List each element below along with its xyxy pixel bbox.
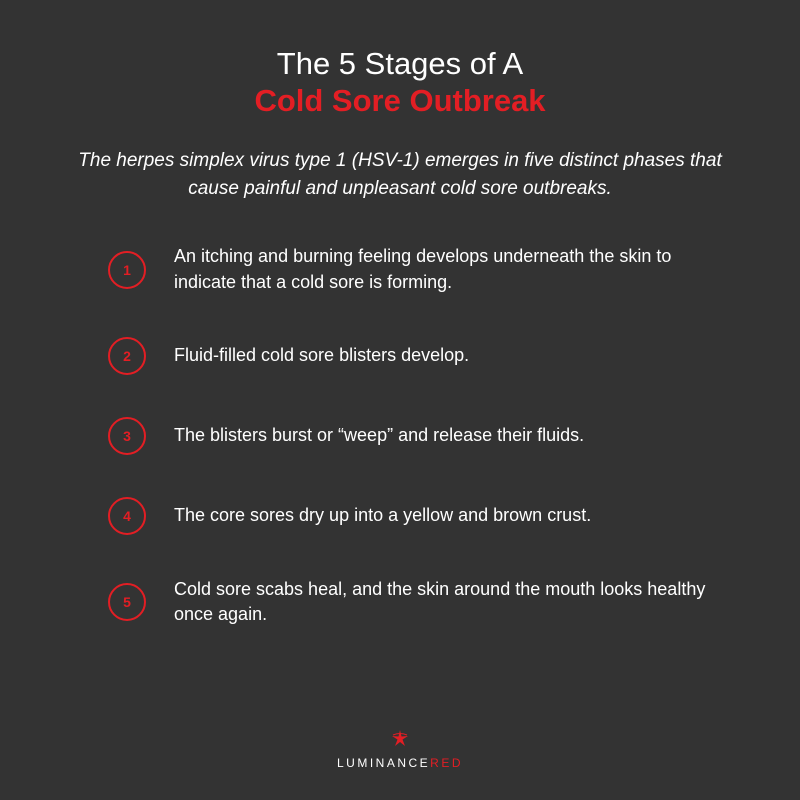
stage-number-badge: 5 [108,583,146,621]
stage-description: The core sores dry up into a yellow and … [174,503,621,528]
stage-number-badge: 2 [108,337,146,375]
stage-item: 5 Cold sore scabs heal, and the skin aro… [108,577,740,627]
stage-number-badge: 3 [108,417,146,455]
stage-item: 3 The blisters burst or “weep” and relea… [108,417,740,455]
stage-number-badge: 1 [108,251,146,289]
brand-logo: LUMINANCERED [337,729,463,770]
brand-word-2: RED [430,756,463,770]
title-line-1: The 5 Stages of A [60,45,740,82]
stage-item: 2 Fluid-filled cold sore blisters develo… [108,337,740,375]
brand-text: LUMINANCERED [337,756,463,770]
stage-description: The blisters burst or “weep” and release… [174,423,614,448]
stage-number-badge: 4 [108,497,146,535]
infographic-container: The 5 Stages of A Cold Sore Outbreak The… [0,0,800,800]
brand-word-1: LUMINANCE [337,756,430,770]
title-block: The 5 Stages of A Cold Sore Outbreak [60,45,740,119]
sparkle-icon [390,729,410,754]
stage-description: Cold sore scabs heal, and the skin aroun… [174,577,740,627]
subtitle-text: The herpes simplex virus type 1 (HSV-1) … [60,147,740,202]
stage-description: Fluid-filled cold sore blisters develop. [174,343,499,368]
stages-list: 1 An itching and burning feeling develop… [60,244,740,627]
footer: LUMINANCERED [60,699,740,770]
stage-item: 1 An itching and burning feeling develop… [108,244,740,294]
stage-item: 4 The core sores dry up into a yellow an… [108,497,740,535]
title-line-2: Cold Sore Outbreak [60,82,740,119]
stage-description: An itching and burning feeling develops … [174,244,740,294]
